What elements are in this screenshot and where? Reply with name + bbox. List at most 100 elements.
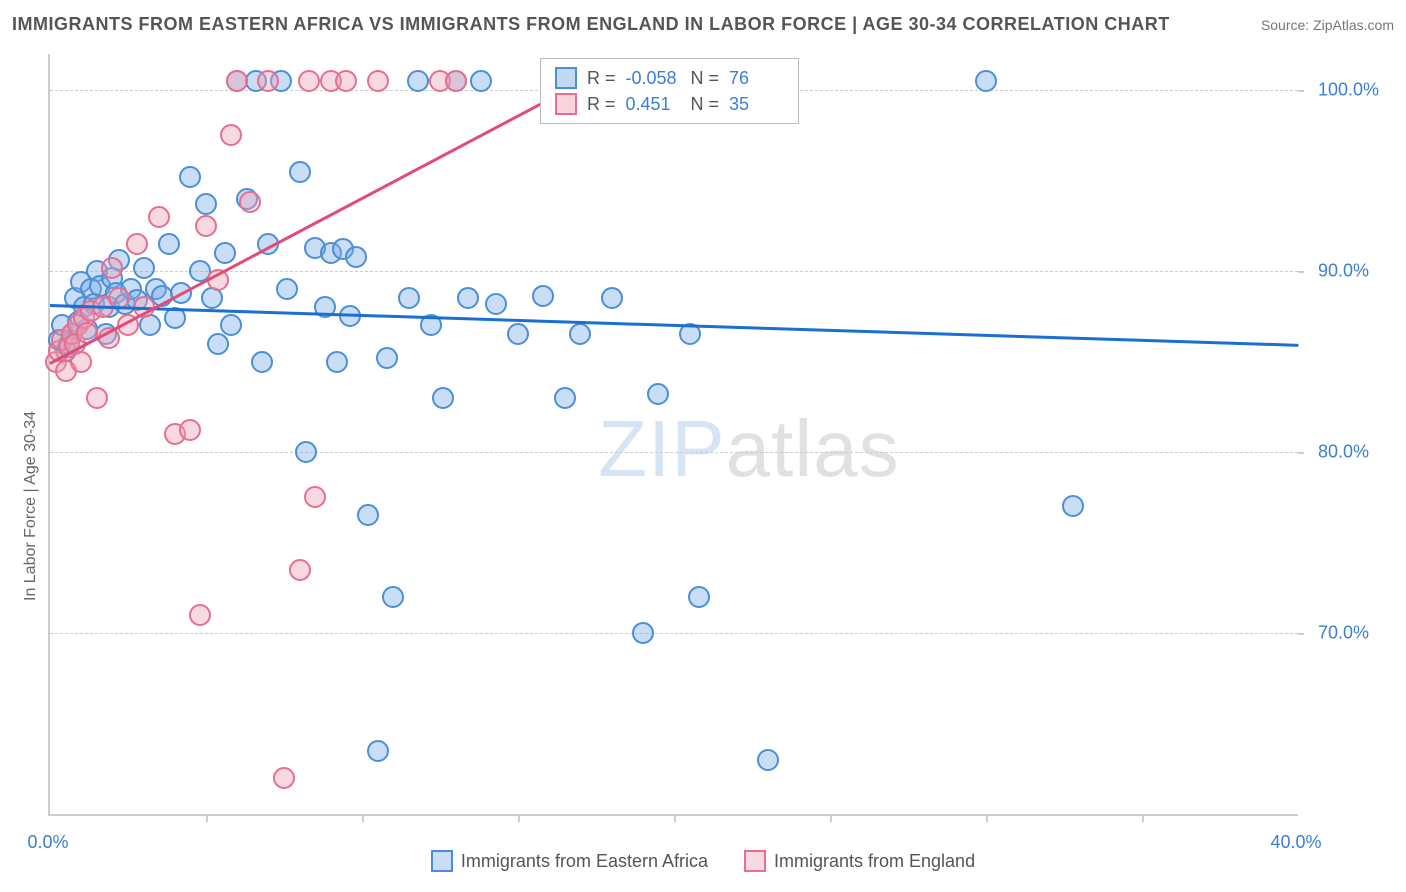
data-point (432, 387, 454, 409)
data-point (485, 293, 507, 315)
x-tick (674, 814, 676, 822)
data-point (975, 70, 997, 92)
data-point (148, 206, 170, 228)
data-point (298, 70, 320, 92)
source-label: Source: (1261, 17, 1313, 33)
data-point (86, 387, 108, 409)
y-tick (1298, 452, 1304, 454)
data-point (376, 347, 398, 369)
data-point (133, 257, 155, 279)
y-tick-label: 70.0% (1318, 623, 1369, 644)
data-point (189, 604, 211, 626)
data-point (239, 191, 261, 213)
source-attribution: Source: ZipAtlas.com (1261, 17, 1394, 33)
gridline (50, 271, 1298, 272)
data-point (220, 124, 242, 146)
data-point (357, 504, 379, 526)
data-point (276, 278, 298, 300)
gridline (50, 452, 1298, 453)
y-tick-label: 90.0% (1318, 261, 1369, 282)
data-point (195, 193, 217, 215)
x-tick-label: 40.0% (1270, 832, 1321, 853)
r-label: R = (587, 68, 616, 89)
legend-label: Immigrants from England (774, 851, 975, 872)
data-point (226, 70, 248, 92)
data-point (220, 314, 242, 336)
data-point (688, 586, 710, 608)
r-value: 0.451 (626, 94, 681, 115)
data-point (647, 383, 669, 405)
data-point (398, 287, 420, 309)
r-label: R = (587, 94, 616, 115)
stats-row: R = -0.058 N = 76 (555, 65, 784, 91)
data-point (179, 419, 201, 441)
data-point (345, 246, 367, 268)
data-point (470, 70, 492, 92)
data-point (70, 351, 92, 373)
data-point (507, 323, 529, 345)
data-point (304, 486, 326, 508)
data-point (195, 215, 217, 237)
data-point (367, 70, 389, 92)
data-point (251, 351, 273, 373)
x-tick (206, 814, 208, 822)
legend-label: Immigrants from Eastern Africa (461, 851, 708, 872)
chart-title: IMMIGRANTS FROM EASTERN AFRICA VS IMMIGR… (12, 14, 1170, 35)
gridline (50, 633, 1298, 634)
series-legend: Immigrants from Eastern Africa Immigrants… (0, 850, 1406, 877)
data-point (569, 323, 591, 345)
stats-row: R = 0.451 N = 35 (555, 91, 784, 117)
data-point (757, 749, 779, 771)
x-tick (1142, 814, 1144, 822)
n-value: 76 (729, 68, 784, 89)
data-point (257, 70, 279, 92)
legend-swatch (744, 850, 766, 872)
n-label: N = (691, 68, 720, 89)
x-tick-label: 0.0% (27, 832, 68, 853)
y-tick-label: 100.0% (1318, 80, 1379, 101)
y-tick-label: 80.0% (1318, 442, 1369, 463)
data-point (126, 233, 148, 255)
legend-swatch (555, 67, 577, 89)
chart-plot-area: ZIPatlas (48, 54, 1298, 816)
data-point (158, 233, 180, 255)
n-value: 35 (729, 94, 784, 115)
data-point (407, 70, 429, 92)
x-tick (986, 814, 988, 822)
data-point (289, 161, 311, 183)
x-tick (362, 814, 364, 822)
data-point (335, 70, 357, 92)
x-tick (518, 814, 520, 822)
data-point (367, 740, 389, 762)
y-axis-label: In Labor Force | Age 30-34 (22, 411, 40, 601)
data-point (179, 166, 201, 188)
data-point (326, 351, 348, 373)
trend-line (49, 81, 581, 364)
data-point (457, 287, 479, 309)
y-tick (1298, 90, 1304, 92)
data-point (554, 387, 576, 409)
watermark-atlas: atlas (726, 404, 900, 493)
source-name: ZipAtlas.com (1313, 17, 1394, 33)
x-tick (830, 814, 832, 822)
data-point (214, 242, 236, 264)
data-point (295, 441, 317, 463)
y-tick (1298, 633, 1304, 635)
data-point (632, 622, 654, 644)
data-point (382, 586, 404, 608)
correlation-stats-box: R = -0.058 N = 76 R = 0.451 N = 35 (540, 58, 799, 124)
data-point (101, 257, 123, 279)
n-label: N = (691, 94, 720, 115)
legend-swatch (431, 850, 453, 872)
data-point (207, 333, 229, 355)
watermark-zip: ZIP (598, 404, 725, 493)
data-point (1062, 495, 1084, 517)
data-point (601, 287, 623, 309)
y-tick (1298, 271, 1304, 273)
legend-item: Immigrants from England (744, 850, 975, 872)
watermark: ZIPatlas (598, 403, 899, 495)
data-point (445, 70, 467, 92)
r-value: -0.058 (626, 68, 681, 89)
legend-swatch (555, 93, 577, 115)
data-point (273, 767, 295, 789)
